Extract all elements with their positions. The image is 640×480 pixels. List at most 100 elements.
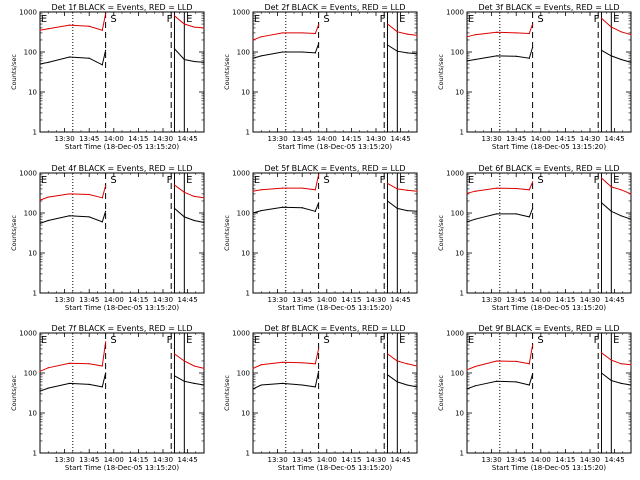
- y-tick-label: 1000: [446, 170, 464, 178]
- lld-data-point: [466, 369, 468, 371]
- y-tick-label: 1: [33, 129, 37, 137]
- y-tick-label: 1: [460, 129, 464, 137]
- y-tick-label: 1000: [19, 9, 37, 17]
- segment-marker: E: [41, 14, 47, 25]
- events-data-point: [203, 384, 205, 386]
- plot-frame: [252, 332, 418, 454]
- panel-title: Det 7f BLACK = Events, RED = LLD: [51, 324, 192, 333]
- lld-data-point: [68, 362, 71, 364]
- lld-data-point: [183, 191, 185, 193]
- events-series-line: [466, 47, 632, 63]
- y-tick-label: 10: [241, 410, 250, 418]
- events-series-line: [39, 48, 205, 66]
- segment-marker: E: [613, 175, 619, 186]
- x-tick-label: 14:30: [153, 456, 173, 464]
- lld-data-point: [252, 190, 254, 192]
- x-tick-label: 13:30: [55, 135, 75, 143]
- lld-data-point: [203, 367, 205, 370]
- lld-data-point: [105, 185, 107, 187]
- events-data-point: [396, 381, 398, 383]
- x-tick-label: 14:00: [531, 456, 551, 464]
- panel-1: Det 1f BLACK = Events, RED = LLD 1 10 100 10…: [10, 3, 205, 151]
- lld-data-point: [610, 26, 612, 28]
- x-tick-label: 14:15: [128, 456, 148, 464]
- lld-data-point: [532, 344, 534, 346]
- events-data-point: [386, 44, 389, 46]
- segment-marker: F: [594, 14, 600, 25]
- events-data-point: [466, 60, 468, 62]
- lld-data-point: [173, 15, 176, 17]
- y-tick-label: 10: [241, 89, 250, 97]
- segment-marker: F: [380, 335, 386, 346]
- x-tick-label: 13:30: [268, 135, 288, 143]
- x-tick-label: 13:30: [268, 296, 288, 304]
- x-tick-label: 14:45: [391, 296, 411, 304]
- panel-title: Det 2f BLACK = Events, RED = LLD: [264, 3, 405, 12]
- events-data-point: [252, 388, 254, 390]
- panel-title: Det 4f BLACK = Events, RED = LLD: [51, 164, 192, 173]
- segment-marker: E: [41, 175, 47, 186]
- lld-data-point: [630, 193, 632, 195]
- segment-marker: E: [613, 335, 619, 346]
- y-axis-label: Counts/sec: [10, 54, 18, 90]
- x-tick-label: 14:15: [555, 135, 575, 143]
- segment-marker: S: [323, 335, 329, 346]
- events-data-point: [39, 222, 41, 224]
- lld-data-point: [474, 365, 476, 368]
- lld-data-point: [39, 370, 41, 372]
- lld-data-point: [466, 36, 468, 38]
- x-tick-label: 14:00: [104, 296, 124, 304]
- events-data-point: [474, 58, 476, 61]
- x-tick-label: 14:15: [128, 296, 148, 304]
- segment-marker: E: [186, 175, 192, 186]
- lld-data-point: [301, 187, 303, 189]
- x-tick-label: 14:45: [391, 456, 411, 464]
- events-data-point: [532, 46, 534, 49]
- y-tick-label: 1000: [19, 170, 37, 178]
- events-data-point: [386, 200, 389, 202]
- lld-data-point: [101, 197, 103, 199]
- y-axis-label: Counts/sec: [223, 375, 231, 411]
- y-tick-label: 1: [246, 290, 250, 298]
- lld-data-point: [416, 190, 418, 192]
- y-tick-label: 1: [246, 450, 250, 458]
- events-data-point: [600, 372, 603, 374]
- events-data-point: [260, 55, 262, 57]
- lld-data-point: [260, 36, 262, 38]
- lld-data-point: [532, 23, 534, 25]
- panel-7: Det 7f BLACK = Events, RED = LLD 1 10 100 10…: [10, 324, 205, 472]
- y-tick-label: 1: [33, 290, 37, 298]
- lld-data-point: [318, 174, 320, 176]
- events-data-point: [318, 202, 320, 204]
- lld-data-point: [105, 13, 107, 15]
- y-axis-label: Counts/sec: [437, 375, 445, 411]
- lld-data-point: [252, 367, 254, 370]
- lld-data-point: [203, 27, 205, 29]
- events-data-point: [495, 55, 498, 57]
- events-series-line: [466, 202, 632, 223]
- x-tick-label: 14:45: [178, 135, 198, 143]
- plot-frame: [466, 172, 632, 294]
- x-axis-label: Start Time (18-Dec-05 13:15:20): [278, 464, 392, 472]
- x-tick-label: 14:15: [341, 296, 361, 304]
- x-tick-label: 14:30: [366, 456, 386, 464]
- segment-marker: F: [167, 14, 173, 25]
- events-data-point: [88, 216, 90, 218]
- panel-title: Det 1f BLACK = Events, RED = LLD: [51, 3, 192, 12]
- lld-data-point: [610, 186, 612, 188]
- lld-data-point: [406, 363, 408, 365]
- x-tick-label: 14:15: [555, 296, 575, 304]
- y-axis-label: Counts/sec: [437, 54, 445, 90]
- events-data-point: [105, 49, 107, 51]
- lld-series-line: [466, 17, 632, 38]
- events-data-point: [314, 52, 316, 54]
- lld-data-point: [515, 360, 517, 362]
- x-tick-label: 14:00: [317, 135, 337, 143]
- y-tick-label: 1000: [446, 9, 464, 17]
- events-data-point: [630, 61, 632, 63]
- events-data-point: [416, 53, 418, 55]
- x-tick-label: 14:45: [605, 456, 625, 464]
- lld-series-line: [466, 177, 632, 195]
- y-axis-label: Counts/sec: [223, 215, 231, 251]
